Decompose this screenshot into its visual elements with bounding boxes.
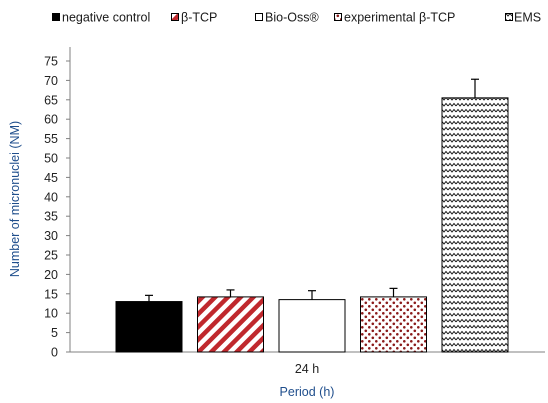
bar-ems [441,97,509,353]
legend-item-negative-control: negative control [52,11,150,25]
y-ticks: 0 5 10 15 20 25 30 35 40 45 50 55 60 65 70 75 [44,55,70,360]
y-tick-label: 65 [44,93,58,107]
bar-bio-oss [278,299,346,353]
x-axis-title: Period (h) [280,385,335,399]
legend-item-beta-tcp: β-TCP [171,11,217,25]
bar-experimental-beta-tcp [360,296,427,353]
legend-swatch [255,13,263,21]
error-bar-ems [471,78,479,98]
legend-item-experimental-beta-tcp: experimental β-TCP [334,11,455,25]
bars [115,78,509,353]
y-tick-label: 5 [51,326,58,340]
error-bar-beta-tcp [226,289,235,297]
y-tick-label: 30 [44,229,58,243]
error-bar-bio-oss [308,290,316,300]
bar-beta-tcp [197,296,264,353]
bar-negative-control [115,301,183,353]
legend-label: Bio-Oss® [265,11,319,25]
y-tick-label: 25 [44,249,58,263]
legend: negative control β-TCP Bio-Oss® experime… [52,11,541,25]
legend-label: EMS [514,11,541,25]
y-tick-label: 75 [44,55,58,69]
y-tick-label: 40 [44,190,58,204]
legend-item-ems: EMS [505,11,541,25]
legend-label: β-TCP [181,11,217,25]
y-tick-label: 15 [44,287,58,301]
y-tick-label: 10 [44,307,58,321]
category-label: 24 h [295,362,319,376]
legend-swatch [171,13,179,21]
y-tick-label: 55 [44,132,58,146]
y-axis-title: Number of micronuclei (NM) [8,121,22,277]
y-tick-label: 70 [44,74,58,88]
legend-item-bio-oss: Bio-Oss® [255,11,319,25]
error-bar-experimental-beta-tcp [389,287,398,297]
legend-label: experimental β-TCP [344,11,455,25]
legend-swatch [52,13,60,21]
y-tick-label: 60 [44,113,58,127]
legend-swatch [505,13,513,21]
y-tick-label: 0 [51,346,58,360]
error-bar-negative-control [145,294,153,302]
y-tick-label: 35 [44,210,58,224]
y-tick-label: 20 [44,268,58,282]
legend-swatch [334,13,342,21]
legend-label: negative control [62,11,150,25]
y-tick-label: 50 [44,152,58,166]
y-tick-label: 45 [44,171,58,185]
